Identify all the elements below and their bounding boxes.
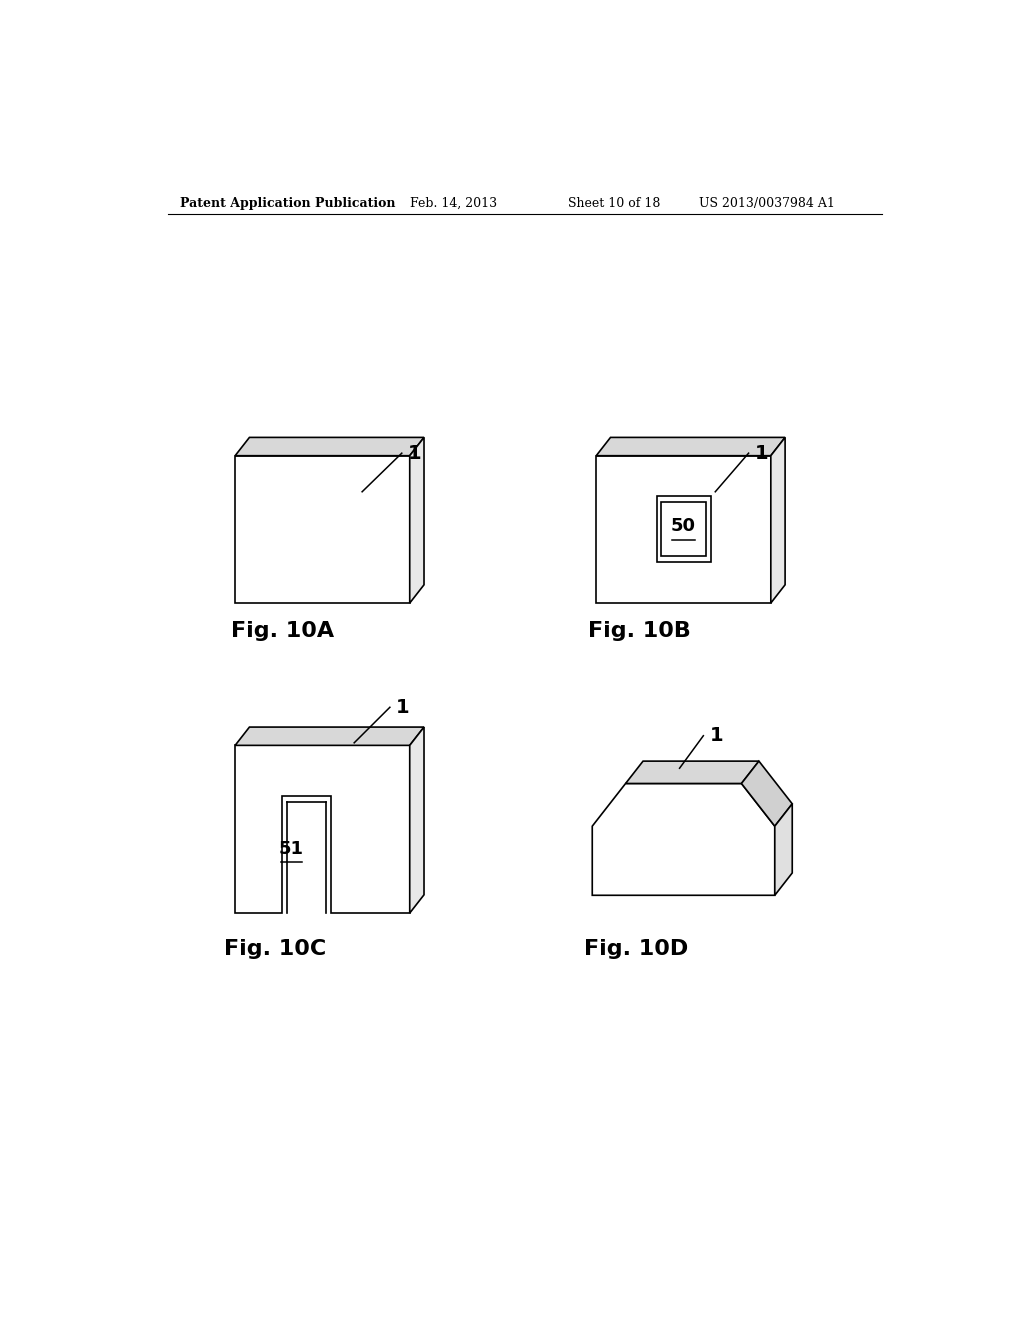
Polygon shape [236, 437, 424, 455]
Polygon shape [236, 455, 410, 603]
Text: Patent Application Publication: Patent Application Publication [179, 197, 395, 210]
Polygon shape [656, 496, 711, 562]
Polygon shape [236, 727, 424, 746]
Text: Feb. 14, 2013: Feb. 14, 2013 [410, 197, 497, 210]
Polygon shape [596, 437, 785, 455]
Text: Fig. 10C: Fig. 10C [223, 939, 326, 960]
Polygon shape [410, 727, 424, 913]
Text: Fig. 10A: Fig. 10A [231, 620, 334, 642]
Text: 1: 1 [396, 698, 410, 717]
Text: 1: 1 [755, 444, 769, 462]
Polygon shape [775, 804, 793, 895]
Polygon shape [410, 437, 424, 603]
Text: 1: 1 [710, 726, 723, 746]
Polygon shape [596, 455, 771, 603]
Polygon shape [771, 437, 785, 603]
Text: 50: 50 [671, 517, 696, 536]
Polygon shape [662, 503, 706, 556]
Text: Fig. 10D: Fig. 10D [584, 939, 688, 960]
Text: 51: 51 [279, 840, 304, 858]
Polygon shape [236, 746, 410, 913]
Text: Sheet 10 of 18: Sheet 10 of 18 [568, 197, 660, 210]
Polygon shape [741, 762, 793, 826]
Text: 1: 1 [409, 444, 422, 462]
Text: Fig. 10B: Fig. 10B [589, 620, 691, 642]
Polygon shape [626, 762, 759, 784]
Polygon shape [592, 784, 775, 895]
Text: US 2013/0037984 A1: US 2013/0037984 A1 [699, 197, 836, 210]
